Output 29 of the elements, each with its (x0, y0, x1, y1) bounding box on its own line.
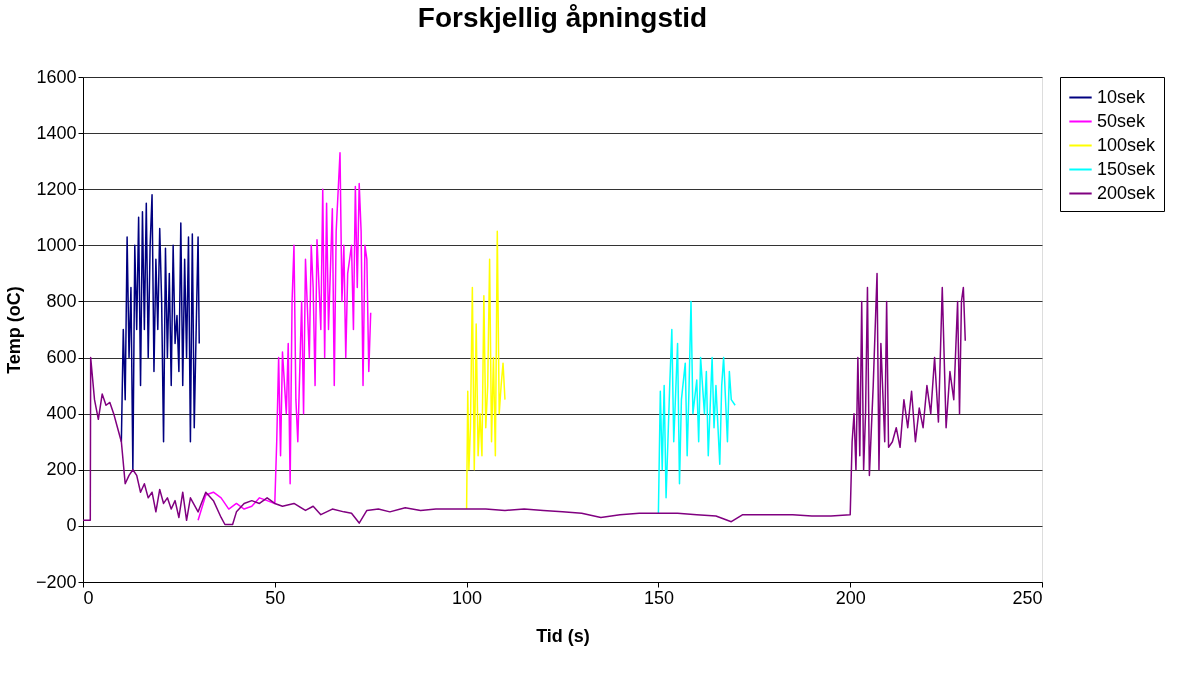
x-tick-label: 200 (835, 587, 866, 608)
y-tick-label: 1400 (36, 122, 77, 143)
line-series (83, 272, 967, 526)
x-tick-label: 100 (452, 587, 483, 608)
x-axis-title: Tid (s) (536, 625, 590, 646)
y-tick-label: 200 (46, 459, 77, 480)
line-series (465, 230, 506, 510)
legend-label: 150sek (1097, 158, 1157, 179)
line-series (197, 152, 372, 522)
y-tick-label: 0 (66, 515, 77, 536)
legend-label: 50sek (1097, 110, 1147, 131)
legend-label: 100sek (1097, 134, 1157, 155)
x-tick-label: 50 (265, 587, 286, 608)
x-tick-label: 0 (83, 587, 94, 608)
line-series (120, 194, 200, 471)
chart-title: Forskjellig åpningstid (417, 2, 708, 33)
y-tick-label: 800 (46, 290, 77, 311)
y-tick-label: 400 (46, 403, 77, 424)
x-tick-label: 150 (643, 587, 674, 608)
y-tick-label: 1600 (36, 66, 77, 87)
y-tick-label: 1000 (36, 234, 77, 255)
y-tick-label: −200 (35, 571, 77, 592)
line-series (657, 300, 736, 515)
y-axis-title: Temp (oC) (3, 286, 24, 374)
legend-label: 10sek (1097, 86, 1147, 107)
x-tick-label: 250 (1012, 587, 1043, 608)
y-tick-label: 600 (46, 347, 77, 368)
y-tick-label: 1200 (36, 178, 77, 199)
legend-label: 200sek (1097, 182, 1157, 203)
